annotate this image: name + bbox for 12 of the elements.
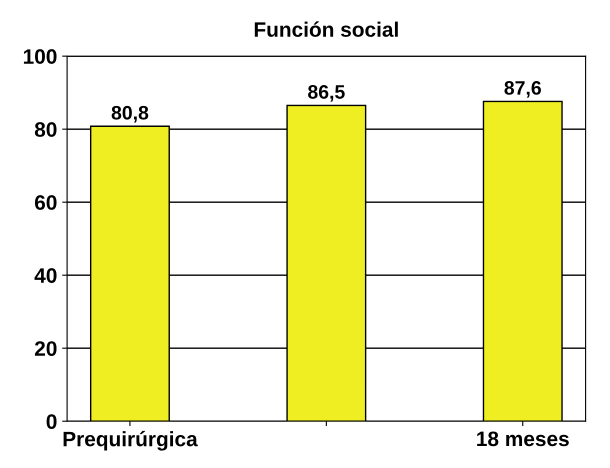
- y-tick-label: 60: [34, 195, 57, 210]
- y-tick-label: 80: [34, 122, 57, 137]
- x-tick-label: 18 meses: [477, 431, 569, 446]
- x-tick-label: Prequirúrgica: [64, 430, 198, 451]
- chart-title: Función social: [254, 21, 398, 37]
- data-label: 80,8: [112, 106, 148, 122]
- data-label: 86,5: [308, 85, 345, 102]
- y-tick-label: 0: [46, 414, 57, 429]
- y-tick-label: 100: [24, 49, 57, 64]
- y-tick-label: 20: [34, 341, 57, 356]
- y-tick-label: 40: [34, 268, 57, 283]
- data-label: 87,6: [504, 81, 541, 98]
